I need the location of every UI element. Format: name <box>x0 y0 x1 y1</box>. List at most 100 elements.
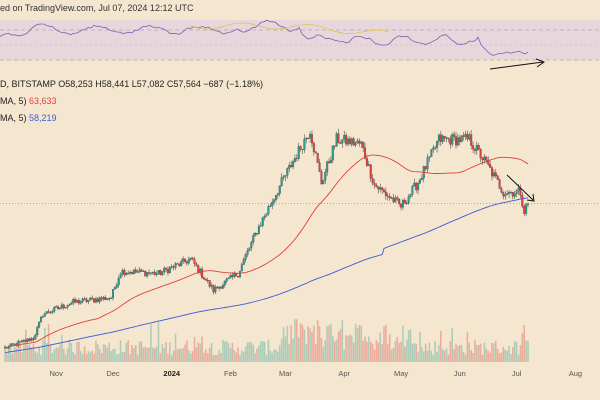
volume-bar <box>119 340 122 362</box>
candle-body <box>94 298 97 303</box>
volume-bar <box>377 342 380 362</box>
candle-body <box>447 137 450 139</box>
volume-bar <box>404 346 406 362</box>
volume-bar <box>197 342 200 362</box>
candle-body <box>62 304 65 309</box>
candle-body <box>407 196 410 204</box>
volume-bar <box>527 340 529 362</box>
candle-body <box>134 269 137 273</box>
volume-bar <box>383 326 385 362</box>
volume-bar <box>218 349 220 362</box>
candle-body <box>174 263 177 268</box>
volume-bar <box>396 337 399 362</box>
volume-bar <box>432 354 435 362</box>
price-arrow-head <box>526 193 535 202</box>
volume-bar <box>343 349 345 362</box>
volume-bar <box>519 345 522 362</box>
volume-bar <box>364 336 366 362</box>
volume-bar <box>155 346 158 362</box>
volume-bar <box>460 344 463 362</box>
candle-body <box>191 257 194 260</box>
volume-bar <box>523 324 526 362</box>
candle-body <box>367 164 370 166</box>
volume-bar <box>316 320 319 362</box>
volume-bar <box>191 351 194 362</box>
candle-body <box>301 149 304 150</box>
volume-bar <box>332 335 334 362</box>
candle-body <box>472 145 475 150</box>
candle-body <box>121 269 124 274</box>
candle-body <box>129 272 132 274</box>
candle-body <box>451 134 454 145</box>
candle-body <box>91 297 94 299</box>
candle-body <box>244 254 247 260</box>
candle-body <box>515 190 518 194</box>
candle-body <box>483 156 486 161</box>
candle-body <box>386 195 389 197</box>
candle-body <box>221 284 224 289</box>
volume-bar <box>244 346 247 362</box>
candle-body <box>346 138 349 145</box>
volume-bar <box>296 319 298 362</box>
candle-body <box>398 199 401 204</box>
candle-body <box>104 297 107 300</box>
volume-bar <box>474 340 476 362</box>
candle-body <box>112 289 115 299</box>
volume-bar <box>284 336 287 362</box>
candle-body <box>140 269 143 272</box>
candle-body <box>284 175 287 177</box>
volume-bar <box>53 349 56 362</box>
legend-ma200-row: MA, 5) 58,219 <box>0 110 263 127</box>
candle-body <box>189 257 192 260</box>
volume-bar <box>235 352 237 362</box>
candle-body <box>49 312 52 314</box>
volume-bar <box>349 334 351 362</box>
candle-body <box>13 343 16 345</box>
candle-body <box>195 263 198 266</box>
volume-bar <box>78 341 80 362</box>
candle-body <box>24 340 27 342</box>
candle-body <box>36 327 39 336</box>
volume-bar <box>127 340 129 362</box>
volume-bar <box>441 348 444 362</box>
candle-body <box>102 297 105 300</box>
volume-bar <box>186 340 188 362</box>
candle-body <box>41 316 44 318</box>
volume-bar <box>286 325 289 362</box>
volume-bar <box>424 343 427 362</box>
candle-body <box>269 205 272 207</box>
candle-body <box>350 138 353 145</box>
volume-bar <box>451 328 454 362</box>
candle-body <box>22 340 25 342</box>
candle-body <box>424 166 427 170</box>
candle-body <box>157 270 160 274</box>
candle-body <box>517 187 520 191</box>
legend-ma200-label: MA, 5) <box>0 113 27 123</box>
volume-bar <box>170 355 173 362</box>
volume-bar <box>237 347 239 362</box>
volume-bar <box>136 354 139 362</box>
volume-bar <box>409 329 412 362</box>
candle-body <box>108 298 111 300</box>
candle-body <box>276 193 279 196</box>
x-tick-label: May <box>394 369 408 378</box>
volume-bar <box>322 346 325 362</box>
candle-body <box>310 134 313 144</box>
candle-body <box>502 192 505 197</box>
candle-body <box>30 338 33 342</box>
volume-bar <box>405 339 408 362</box>
candle-body <box>473 149 476 151</box>
volume-bar <box>256 348 258 362</box>
candle-body <box>70 302 73 305</box>
candle-body <box>324 171 327 181</box>
volume-bar <box>470 350 472 362</box>
candle-body <box>115 284 118 288</box>
volume-bar <box>49 345 52 362</box>
candle-body <box>233 273 236 277</box>
volume-bar <box>15 348 18 362</box>
volume-bar <box>292 338 294 362</box>
candle-body <box>309 134 312 139</box>
volume-bar <box>369 341 372 362</box>
volume-bar <box>74 354 76 362</box>
candle-body <box>32 338 35 340</box>
